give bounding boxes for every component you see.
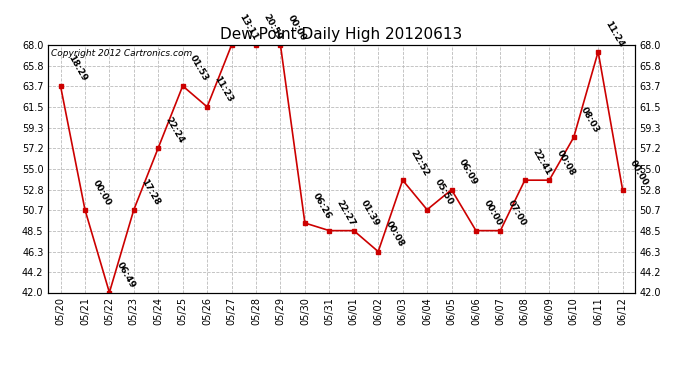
Text: 08:03: 08:03 bbox=[580, 105, 601, 135]
Text: 13:11: 13:11 bbox=[237, 13, 259, 42]
Text: 07:00: 07:00 bbox=[506, 199, 528, 228]
Text: 06:49: 06:49 bbox=[115, 260, 137, 290]
Text: 22:27: 22:27 bbox=[335, 198, 357, 228]
Text: 00:00: 00:00 bbox=[90, 178, 112, 207]
Text: 06:26: 06:26 bbox=[310, 191, 333, 220]
Text: 00:00: 00:00 bbox=[286, 13, 308, 42]
Title: Dew Point Daily High 20120613: Dew Point Daily High 20120613 bbox=[220, 27, 463, 42]
Text: 22:24: 22:24 bbox=[164, 116, 186, 145]
Text: 01:39: 01:39 bbox=[359, 198, 382, 228]
Text: Copyright 2012 Cartronics.com: Copyright 2012 Cartronics.com bbox=[51, 49, 193, 58]
Text: 20:59: 20:59 bbox=[262, 13, 284, 42]
Text: 01:53: 01:53 bbox=[188, 54, 210, 83]
Text: 00:08: 00:08 bbox=[555, 148, 577, 177]
Text: 17:28: 17:28 bbox=[139, 177, 161, 207]
Text: 11:23: 11:23 bbox=[213, 75, 235, 104]
Text: 22:52: 22:52 bbox=[408, 148, 431, 177]
Text: 11:24: 11:24 bbox=[604, 20, 626, 49]
Text: 00:00: 00:00 bbox=[482, 199, 504, 228]
Text: 06:09: 06:09 bbox=[457, 158, 479, 187]
Text: 05:50: 05:50 bbox=[433, 178, 455, 207]
Text: 00:00: 00:00 bbox=[628, 158, 650, 187]
Text: 22:41: 22:41 bbox=[531, 148, 553, 177]
Text: 00:08: 00:08 bbox=[384, 220, 406, 249]
Text: 18:29: 18:29 bbox=[66, 54, 88, 83]
